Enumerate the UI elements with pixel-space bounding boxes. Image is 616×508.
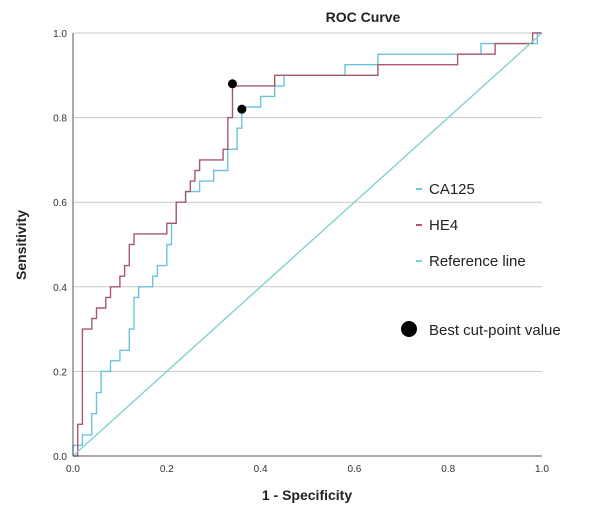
legend: CA125 HE4 Reference line Best cut-point val… (401, 181, 561, 339)
y-tick-label-5: 1.0 (53, 29, 67, 40)
chart-title: ROC Curve (326, 9, 401, 25)
cut-point-markers (227, 79, 247, 114)
y-tick-label-4: 0.8 (53, 114, 67, 125)
y-tick-label-1: 0.2 (53, 367, 67, 378)
y-tick-label-2: 0.4 (53, 283, 67, 294)
axes (72, 33, 542, 457)
y-tick-label-3: 0.6 (53, 198, 67, 209)
y-tick-labels: 0.0 0.2 0.4 0.6 0.8 1.0 (53, 29, 67, 463)
x-tick-labels: 0.0 0.2 0.4 0.6 0.8 1.0 (66, 464, 549, 475)
series-line-he4 (73, 32, 542, 457)
best-cut-point-marker-he4 (227, 79, 237, 89)
x-tick-label-1: 0.2 (160, 464, 174, 475)
x-axis-title: 1 - Specificity (262, 487, 352, 503)
legend-marker-dot (401, 321, 417, 337)
x-tick-label-3: 0.6 (347, 464, 361, 475)
x-tick-label-2: 0.4 (254, 464, 268, 475)
x-tick-label-5: 1.0 (535, 464, 549, 475)
x-tick-label-0: 0.0 (66, 464, 80, 475)
series-group (72, 32, 543, 457)
legend-label-reference-line: Reference line (429, 253, 526, 270)
best-cut-point-marker-ca125 (237, 104, 247, 114)
y-axis-title: Sensitivity (13, 210, 29, 280)
legend-label-he4: HE4 (429, 217, 458, 234)
x-tick-label-4: 0.8 (441, 464, 455, 475)
series-line-reference-line (72, 32, 543, 457)
legend-label-best-cut-point: Best cut-point value (429, 322, 561, 339)
legend-label-ca125: CA125 (429, 181, 475, 198)
y-tick-label-0: 0.0 (53, 452, 67, 463)
